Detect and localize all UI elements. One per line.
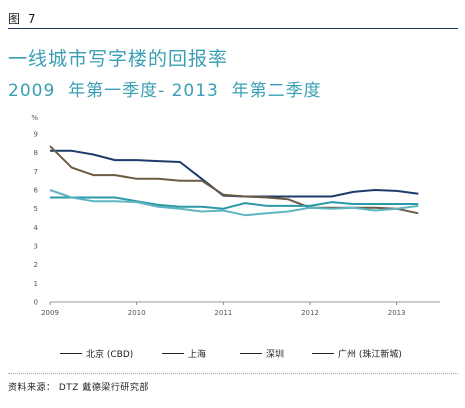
chart-title: 一线城市写字楼的回报率 [8,48,229,70]
x-tick-label: 2009 [41,309,59,317]
legend-item-beijing: 北京 (CBD) [60,345,133,361]
legend-swatch-guangzhou [312,352,334,354]
y-tick-label: 8 [34,149,38,157]
legend-item-guangzhou: 广州 (珠江新城) [312,345,402,361]
y-tick-label: 4 [34,224,39,232]
y-tick-label: 0 [34,299,38,307]
legend-label-shanghai: 上海 [188,349,207,360]
y-tick-label: 1 [34,280,38,288]
header-rule [8,28,458,29]
y-tick-label: 7 [34,168,38,176]
x-tick-label: 2011 [214,309,232,317]
legend-item-shanghai: 上海 [162,345,206,361]
y-tick-label: 2 [34,261,38,269]
legend-swatch-shenzhen [240,352,262,354]
source-note: 资料来源： DTZ 戴德梁行研究部 [8,383,149,393]
series-line-3 [49,189,419,217]
legend-label-guangzhou: 广州 (珠江新城) [338,349,402,360]
legend-swatch-beijing [60,352,82,354]
y-axis-unit: % [31,114,38,122]
chart-axes: 0 1 2 3 4 5 6 7 8 9 2009 2010 2011 2012 2013 [34,131,440,317]
source-rule [8,373,458,374]
chart-legend: 北京 (CBD) 上海 深圳 广州 (珠江新城) [0,345,465,365]
figure-label: 图 7 [8,12,38,26]
y-tick-label: 6 [34,187,39,195]
legend-item-shenzhen: 深圳 [240,345,284,361]
legend-label-beijing: 北京 (CBD) [86,349,134,360]
legend-label-shenzhen: 深圳 [266,349,285,360]
y-tick-label: 9 [34,131,38,139]
x-tick-label: 2013 [388,309,406,317]
x-tick-label: 2012 [301,309,319,317]
series-line-2 [50,196,419,210]
y-tick-label: 3 [34,243,38,251]
legend-swatch-shanghai [162,352,184,354]
line-chart: 0 1 2 3 4 5 6 7 8 9 2009 2010 2011 2012 2013 % [31,114,440,317]
chart-series [49,145,419,217]
x-tick-label: 2010 [128,309,146,317]
y-tick-label: 5 [34,205,38,213]
chart-subtitle: 2009 年第一季度- 2013 年第二季度 [8,81,322,101]
series-line-0 [50,149,419,198]
